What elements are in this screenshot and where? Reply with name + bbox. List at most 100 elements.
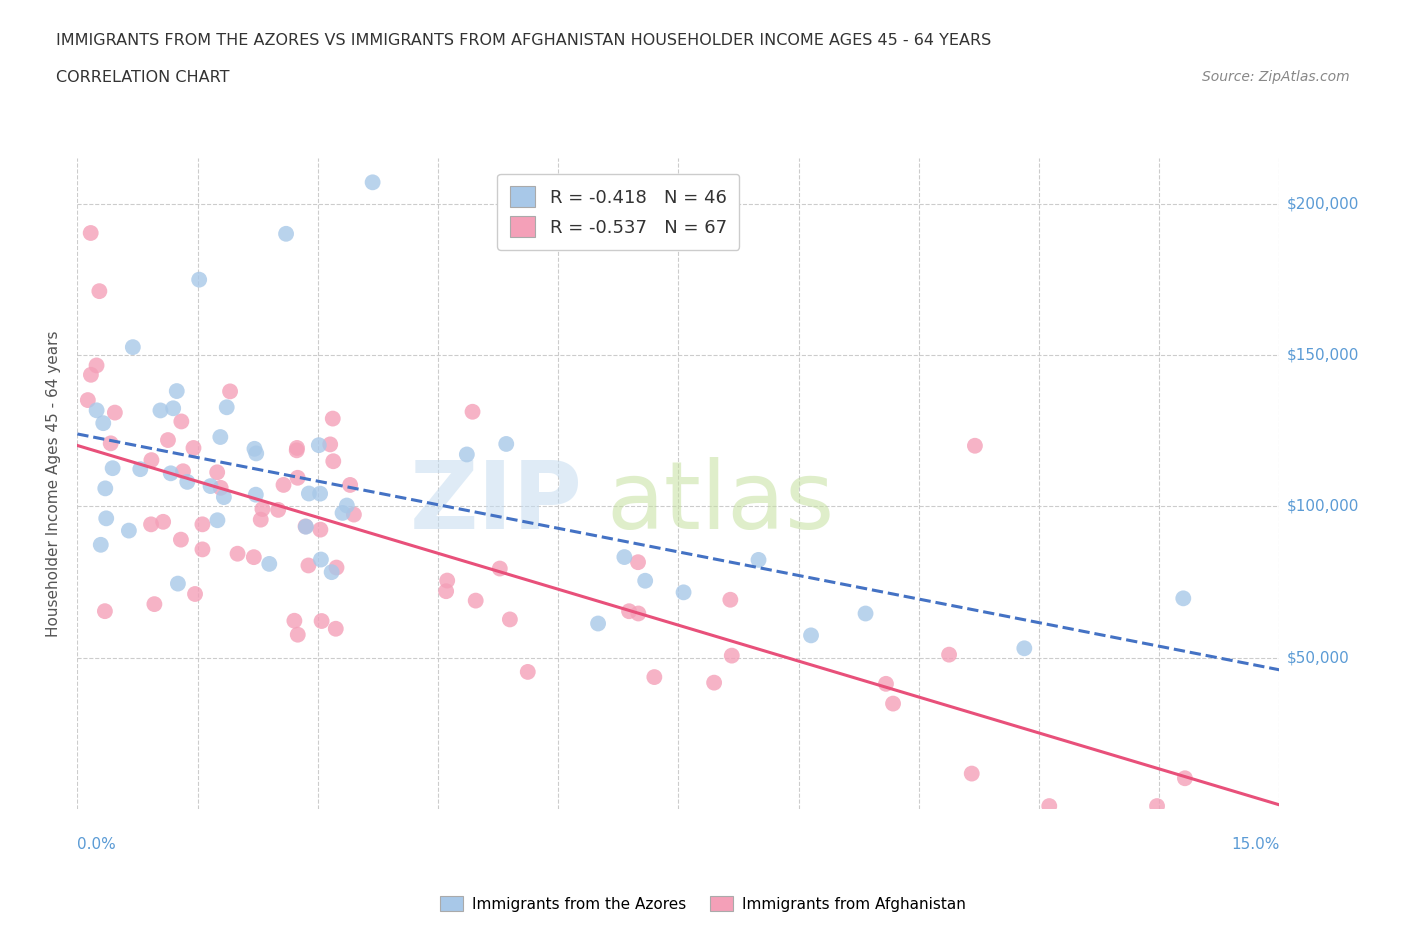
- Y-axis label: Householder Income Ages 45 - 64 years: Householder Income Ages 45 - 64 years: [46, 330, 62, 637]
- Point: [129, 462, 152, 477]
- Point: [100, 436, 122, 451]
- Point: [76, 392, 98, 407]
- Point: [311, 614, 333, 629]
- Point: [325, 621, 347, 636]
- Point: [245, 446, 267, 461]
- Point: [321, 565, 343, 579]
- Text: atlas: atlas: [606, 458, 835, 549]
- Point: [184, 587, 207, 602]
- Point: [285, 443, 308, 458]
- Point: [215, 400, 238, 415]
- Point: [960, 766, 983, 781]
- Point: [287, 471, 309, 485]
- Text: Source: ZipAtlas.com: Source: ZipAtlas.com: [1202, 70, 1350, 84]
- Point: [718, 592, 741, 607]
- Point: [243, 550, 266, 565]
- Point: [259, 556, 281, 571]
- Point: [748, 552, 770, 567]
- Point: [170, 414, 193, 429]
- Point: [162, 401, 184, 416]
- Point: [207, 512, 229, 527]
- Point: [249, 512, 271, 527]
- Point: [245, 487, 267, 502]
- Point: [456, 447, 478, 462]
- Point: [80, 367, 103, 382]
- Point: [118, 524, 141, 538]
- Point: [322, 454, 344, 469]
- Point: [295, 519, 318, 534]
- Point: [149, 403, 172, 418]
- Point: [156, 432, 179, 447]
- Point: [243, 442, 266, 457]
- Point: [627, 606, 650, 621]
- Point: [152, 514, 174, 529]
- Point: [188, 272, 211, 287]
- Point: [309, 486, 332, 501]
- Point: [183, 441, 205, 456]
- Point: [720, 648, 742, 663]
- Point: [672, 585, 695, 600]
- Point: [226, 546, 249, 561]
- Point: [800, 628, 823, 643]
- Point: [1146, 799, 1168, 814]
- Point: [139, 517, 162, 532]
- Point: [94, 604, 117, 618]
- Point: [170, 532, 193, 547]
- Point: [586, 616, 609, 631]
- Point: [336, 498, 359, 513]
- Point: [80, 226, 103, 241]
- Point: [209, 430, 232, 445]
- Point: [86, 403, 108, 418]
- Text: $150,000: $150,000: [1286, 348, 1358, 363]
- Point: [495, 436, 517, 451]
- Point: [617, 604, 640, 618]
- Point: [938, 647, 960, 662]
- Point: [101, 460, 124, 475]
- Point: [86, 358, 108, 373]
- Point: [516, 664, 538, 679]
- Point: [322, 411, 344, 426]
- Point: [434, 584, 457, 599]
- Point: [309, 522, 332, 537]
- Point: [143, 597, 166, 612]
- Point: [167, 577, 190, 591]
- Point: [219, 384, 242, 399]
- Point: [1014, 641, 1036, 656]
- Text: $200,000: $200,000: [1286, 196, 1358, 211]
- Point: [488, 561, 510, 576]
- Point: [274, 226, 297, 241]
- Text: IMMIGRANTS FROM THE AZORES VS IMMIGRANTS FROM AFGHANISTAN HOUSEHOLDER INCOME AGE: IMMIGRANTS FROM THE AZORES VS IMMIGRANTS…: [56, 33, 991, 47]
- Point: [464, 593, 486, 608]
- Point: [91, 416, 114, 431]
- Point: [172, 464, 194, 479]
- Point: [436, 573, 458, 588]
- Point: [613, 550, 636, 565]
- Point: [634, 573, 657, 588]
- Point: [319, 437, 342, 452]
- Point: [294, 519, 316, 534]
- Point: [499, 612, 522, 627]
- Point: [273, 477, 295, 492]
- Point: [627, 555, 650, 570]
- Point: [96, 511, 118, 525]
- Point: [104, 405, 127, 420]
- Text: ZIP: ZIP: [409, 458, 582, 549]
- Legend: R = -0.418   N = 46, R = -0.537   N = 67: R = -0.418 N = 46, R = -0.537 N = 67: [498, 174, 740, 249]
- Text: $50,000: $50,000: [1286, 650, 1350, 665]
- Point: [325, 560, 347, 575]
- Point: [287, 627, 309, 642]
- Point: [159, 466, 181, 481]
- Point: [309, 552, 332, 567]
- Point: [855, 606, 877, 621]
- Point: [141, 453, 163, 468]
- Point: [176, 474, 198, 489]
- Point: [343, 507, 366, 522]
- Point: [298, 486, 321, 501]
- Text: CORRELATION CHART: CORRELATION CHART: [56, 70, 229, 85]
- Point: [283, 613, 305, 628]
- Point: [205, 465, 228, 480]
- Point: [252, 501, 274, 516]
- Point: [308, 438, 330, 453]
- Point: [191, 542, 214, 557]
- Point: [166, 383, 188, 398]
